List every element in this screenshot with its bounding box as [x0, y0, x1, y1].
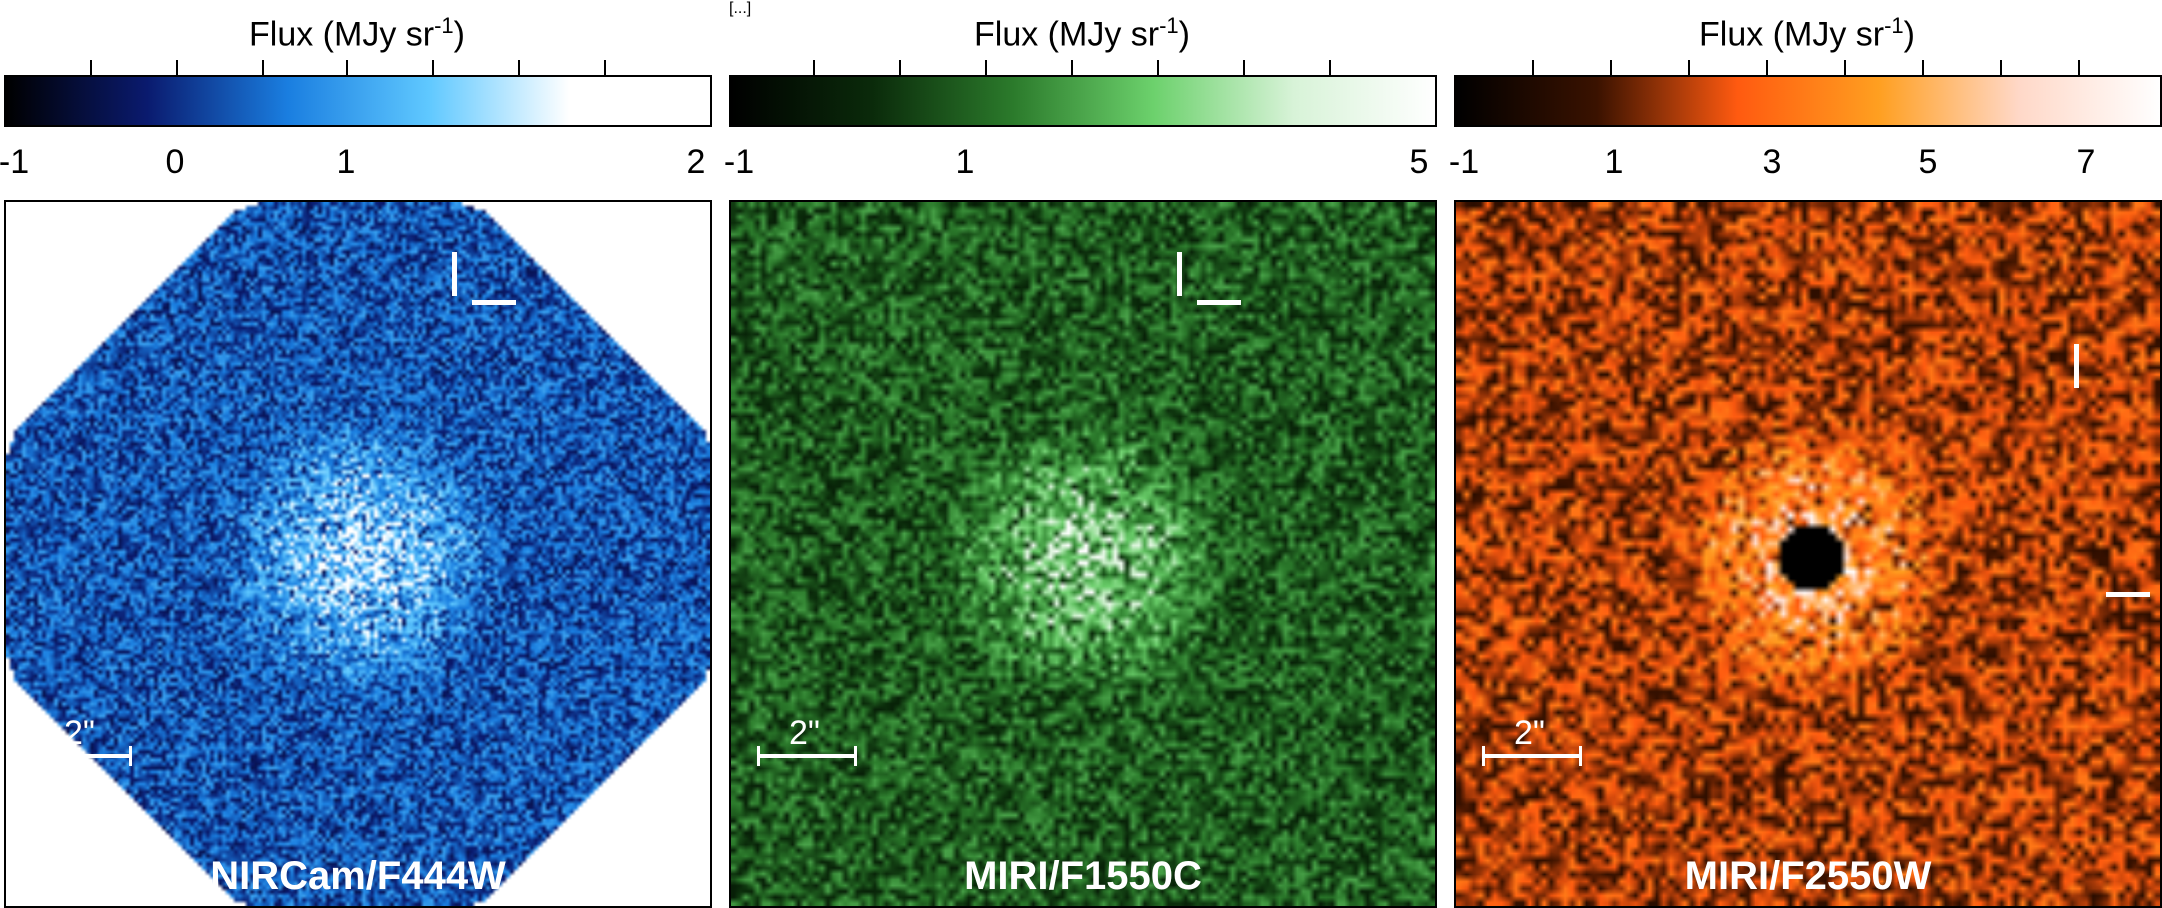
tick-label: 7 — [2076, 143, 2096, 181]
colorbar-title: Flux (MJy sr-1) — [1699, 13, 1915, 54]
tick-label: 2 — [686, 143, 706, 181]
tick-label: 3 — [1762, 143, 1782, 181]
instrument-label: MIRI/F2550W — [1684, 854, 1932, 898]
tick-label: -1 — [0, 143, 30, 181]
scale-bar — [32, 746, 132, 766]
panel-miri-f1550c: Flux (MJy sr-1) -1 1 [...] 5 2" MIRI/F15… — [724, 0, 1437, 908]
scale-label: 2" — [64, 714, 95, 752]
scale-bar — [757, 746, 857, 766]
image-miri-f2550w: 2" MIRI/F2550W — [1454, 200, 2162, 908]
image-miri-f1550c: 2" MIRI/F1550C — [729, 200, 1437, 908]
instrument-label: NIRCam/F444W — [210, 854, 506, 898]
tick-label: -1 — [1448, 143, 1480, 181]
tick-label: 5 — [1918, 143, 1938, 181]
tick-label: 1 — [955, 143, 975, 181]
scale-bar — [1482, 746, 1582, 766]
scale-label: 2" — [789, 714, 820, 752]
colorbar-title: Flux (MJy sr-1) — [249, 13, 465, 54]
tick-label: 1 — [1604, 143, 1624, 181]
panel-miri-f2550w: Flux (MJy sr-1) -1 1 3 5 7 2" MIRI/F2550… — [1449, 0, 2162, 908]
image-nircam: 2" NIRCam/F444W — [4, 200, 712, 908]
tick-label: 1 — [336, 143, 356, 181]
colorbar — [729, 75, 1437, 127]
panel-nircam: Flux (MJy sr-1) -1 0 1 2 2" NIRCam/F444W — [0, 0, 712, 908]
colorbar — [1454, 75, 2162, 127]
colorbar — [4, 75, 712, 127]
tick-label: -1 — [723, 143, 755, 181]
colorbar-title: Flux (MJy sr-1) — [974, 13, 1190, 54]
tick-label: 0 — [165, 143, 185, 181]
instrument-label: MIRI/F1550C — [964, 854, 1202, 898]
scale-label: 2" — [1514, 714, 1545, 752]
tick-label: 5 — [1409, 143, 1429, 181]
